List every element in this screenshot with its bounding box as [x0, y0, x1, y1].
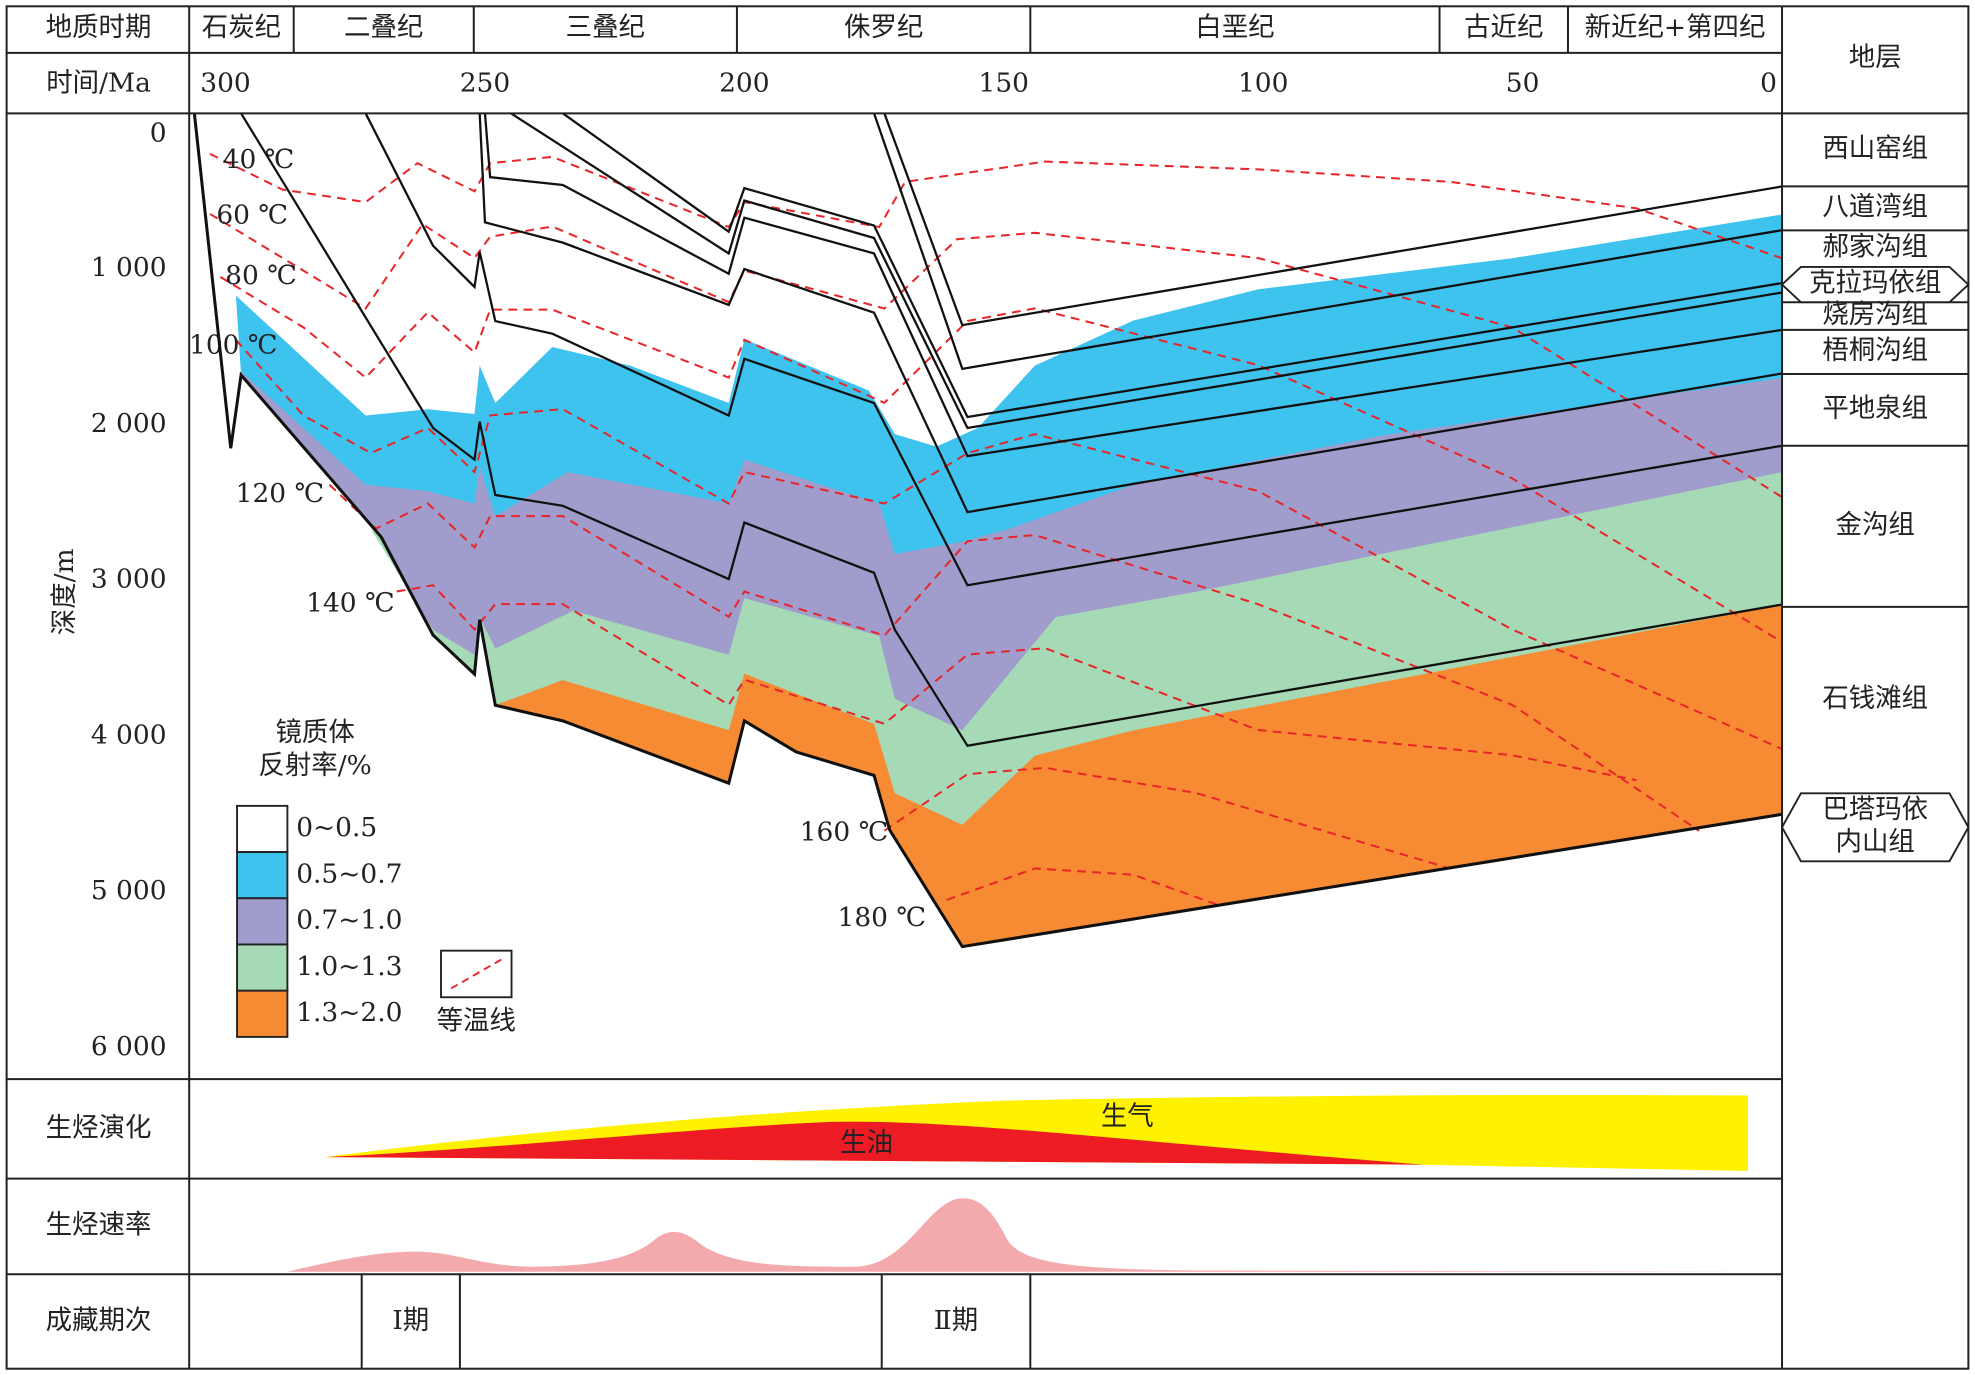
horizon [510, 112, 1783, 430]
y-tick-label: 6 000 [91, 1031, 167, 1062]
stratum-label: 八道湾组 [1822, 191, 1928, 222]
isotherm-legend-swatch [450, 958, 502, 990]
period-label: 三叠纪 [566, 12, 645, 43]
legend-swatch [236, 943, 289, 992]
legend-label: 0~0.5 [296, 812, 377, 843]
stage-label: Ⅱ期 [934, 1305, 978, 1336]
legend-label: 1.3~2.0 [296, 997, 402, 1028]
horizon [883, 112, 1783, 327]
legend-swatch [236, 804, 289, 854]
stratum-box [1780, 792, 1970, 863]
isotherm [235, 339, 1783, 750]
stratum-label: 西山窑组 [1822, 133, 1928, 164]
legend-swatch [236, 897, 289, 946]
y-tick-label: 3 000 [91, 564, 167, 595]
isotherm [946, 867, 1223, 908]
gas-label: 生气 [1101, 1101, 1154, 1132]
horizon [562, 112, 1783, 419]
y-axis-label: 深度/m [49, 548, 80, 635]
legend-title: 反射率/% [258, 750, 371, 781]
header-label: 时间/Ma [46, 67, 151, 98]
isotherm [209, 152, 1783, 260]
isotherm-label: 160 ℃ [800, 817, 888, 848]
horizon [872, 112, 1783, 371]
isotherm-label: 140 ℃ [306, 587, 394, 618]
isotherm-label: 40 ℃ [223, 144, 295, 175]
x-tick-label: 100 [1238, 67, 1288, 98]
stratum-label: 金沟组 [1836, 509, 1915, 540]
y-tick-label: 4 000 [91, 719, 167, 750]
legend-swatch [236, 989, 289, 1038]
x-tick-label: 0 [1760, 67, 1777, 98]
period-label: 古近纪 [1464, 12, 1543, 43]
frame [5, 5, 1970, 1370]
row-label: 成藏期次 [46, 1305, 152, 1336]
isotherm-legend-label: 等温线 [437, 1005, 516, 1036]
isotherm-label: 60 ℃ [216, 200, 288, 231]
period-label: 白垩纪 [1195, 12, 1274, 43]
row-label: 生烃演化 [46, 1112, 152, 1143]
stratum-label: 平地泉组 [1822, 393, 1928, 424]
y-tick-label: 0 [150, 118, 167, 149]
period-label: 石炭纪 [202, 12, 281, 43]
isotherm [328, 483, 1700, 832]
legend-label: 0.7~1.0 [296, 905, 402, 936]
rate-curve [287, 1198, 1764, 1272]
isotherm [219, 276, 1783, 643]
isotherm [209, 213, 1783, 498]
isotherm [883, 766, 1451, 870]
stratum-box [1780, 265, 1970, 304]
stratum-label: 梧桐沟组 [1822, 335, 1928, 366]
y-tick-label: 1 000 [91, 252, 167, 283]
isotherm-label: 100 ℃ [189, 329, 277, 360]
horizon [240, 112, 1783, 748]
y-tick-label: 5 000 [91, 875, 167, 906]
plot-area: 40 ℃ 60 ℃ 80 ℃ 100 ℃ 120 ℃ 140 ℃ 160 ℃ 180 ℃ [189, 112, 1783, 949]
legend-title: 镜质体 [275, 717, 354, 748]
maturity-zone [495, 604, 1783, 947]
isotherm [396, 584, 1637, 782]
stratum-label: 烧房沟组 [1822, 299, 1928, 330]
header-label: 地层 [1849, 42, 1902, 73]
stratum-label: 内山组 [1836, 827, 1915, 858]
horizon [478, 113, 1783, 514]
stratum-label: 克拉玛依组 [1809, 268, 1941, 299]
horizon [364, 112, 1783, 587]
x-tick-label: 50 [1506, 67, 1540, 98]
x-tick-label: 300 [200, 67, 250, 98]
legend-label: 0.5~0.7 [296, 858, 402, 889]
stratum-label: 巴塔玛依 [1822, 794, 1928, 825]
base-horizon [192, 113, 1783, 949]
stage-label: Ⅰ期 [392, 1305, 429, 1336]
stratum-label: 石钱滩组 [1822, 683, 1928, 714]
period-label: 侏罗纪 [844, 12, 923, 43]
x-tick-label: 150 [979, 67, 1029, 98]
isotherm-label: 180 ℃ [838, 902, 926, 933]
period-label: 二叠纪 [344, 12, 423, 43]
stratum-label: 郝家沟组 [1822, 232, 1928, 263]
horizon [483, 113, 1783, 458]
header-label: 地质时期 [46, 12, 152, 43]
x-tick-label: 250 [460, 67, 510, 98]
row-label: 生烃速率 [46, 1209, 152, 1240]
legend-label: 1.0~1.3 [296, 951, 402, 982]
x-tick-label: 200 [719, 67, 769, 98]
oil-area [325, 1121, 1424, 1165]
legend-swatch [236, 851, 289, 900]
period-label: 新近纪+第四纪 [1585, 12, 1766, 43]
isotherm-label: 80 ℃ [225, 260, 297, 291]
oil-label: 生油 [840, 1128, 893, 1159]
y-tick-label: 2 000 [91, 408, 167, 439]
isotherm-label: 120 ℃ [236, 478, 324, 509]
